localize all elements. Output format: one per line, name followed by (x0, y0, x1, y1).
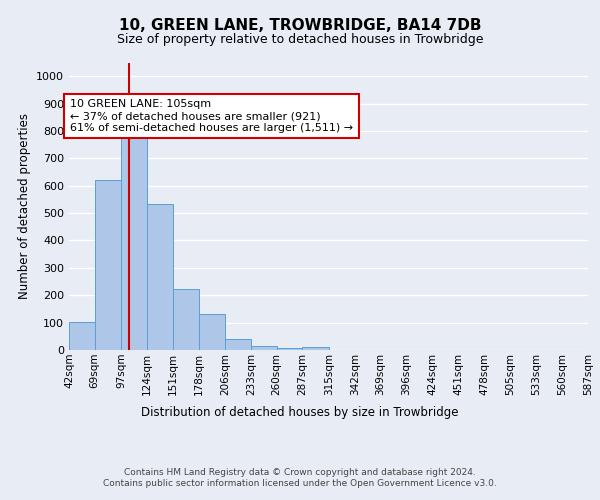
Bar (95, 180, 121, 350)
Bar (302, 347, 329, 350)
Text: Contains HM Land Registry data © Crown copyright and database right 2024.
Contai: Contains HM Land Registry data © Crown c… (103, 468, 497, 487)
Text: Distribution of detached houses by size in Trowbridge: Distribution of detached houses by size … (141, 406, 459, 419)
Bar (121, 134, 147, 350)
Y-axis label: Number of detached properties: Number of detached properties (17, 114, 31, 299)
Bar (251, 346, 277, 350)
Bar (199, 314, 225, 350)
Bar (147, 204, 173, 350)
Bar (173, 290, 199, 350)
Bar (277, 348, 302, 350)
Text: Size of property relative to detached houses in Trowbridge: Size of property relative to detached ho… (117, 32, 483, 46)
Text: 10 GREEN LANE: 105sqm
← 37% of detached houses are smaller (921)
61% of semi-det: 10 GREEN LANE: 105sqm ← 37% of detached … (70, 100, 353, 132)
Text: 10, GREEN LANE, TROWBRIDGE, BA14 7DB: 10, GREEN LANE, TROWBRIDGE, BA14 7DB (119, 18, 481, 32)
Bar (225, 339, 251, 350)
Bar (69, 322, 95, 350)
